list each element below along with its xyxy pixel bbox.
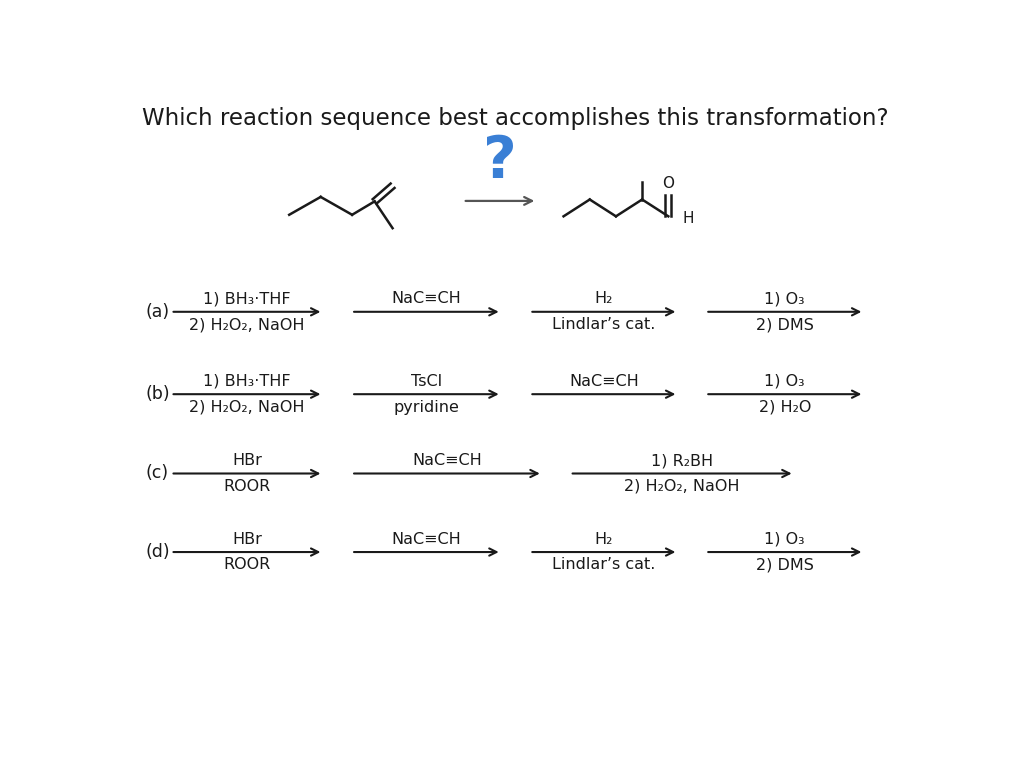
Text: (a): (a) bbox=[145, 303, 169, 320]
Text: (c): (c) bbox=[145, 465, 168, 483]
Text: 1) O₃: 1) O₃ bbox=[765, 292, 805, 307]
Text: NaC≡CH: NaC≡CH bbox=[569, 374, 639, 389]
Text: ROOR: ROOR bbox=[223, 479, 270, 494]
Text: HBr: HBr bbox=[232, 453, 262, 468]
Text: ROOR: ROOR bbox=[223, 557, 270, 573]
Text: 2) H₂O₂, NaOH: 2) H₂O₂, NaOH bbox=[189, 400, 305, 414]
Text: 1) BH₃·THF: 1) BH₃·THF bbox=[203, 374, 291, 389]
Text: pyridine: pyridine bbox=[393, 400, 460, 414]
Text: 1) O₃: 1) O₃ bbox=[765, 532, 805, 546]
Text: HBr: HBr bbox=[232, 532, 262, 546]
Text: ?: ? bbox=[483, 133, 517, 190]
Text: 1) O₃: 1) O₃ bbox=[765, 374, 805, 389]
Text: 2) H₂O₂, NaOH: 2) H₂O₂, NaOH bbox=[189, 317, 305, 332]
Text: O: O bbox=[663, 176, 675, 191]
Text: 1) BH₃·THF: 1) BH₃·THF bbox=[203, 292, 291, 307]
Text: TsCl: TsCl bbox=[411, 374, 442, 389]
Text: 2) H₂O: 2) H₂O bbox=[759, 400, 811, 414]
Text: 2) DMS: 2) DMS bbox=[756, 557, 814, 573]
Text: NaC≡CH: NaC≡CH bbox=[391, 532, 461, 546]
Text: (d): (d) bbox=[145, 543, 170, 561]
Text: 2) H₂O₂, NaOH: 2) H₂O₂, NaOH bbox=[625, 479, 740, 494]
Text: Which reaction sequence best accomplishes this transformation?: Which reaction sequence best accomplishe… bbox=[142, 107, 889, 130]
Text: NaC≡CH: NaC≡CH bbox=[412, 453, 481, 468]
Text: H₂: H₂ bbox=[595, 532, 613, 546]
Text: H: H bbox=[682, 211, 694, 226]
Text: 1) R₂BH: 1) R₂BH bbox=[651, 453, 713, 468]
Text: 2) DMS: 2) DMS bbox=[756, 317, 814, 332]
Text: Lindlar’s cat.: Lindlar’s cat. bbox=[552, 557, 655, 573]
Text: NaC≡CH: NaC≡CH bbox=[391, 292, 461, 307]
Text: Lindlar’s cat.: Lindlar’s cat. bbox=[552, 317, 655, 332]
Text: H₂: H₂ bbox=[595, 292, 613, 307]
Text: (b): (b) bbox=[145, 385, 170, 404]
